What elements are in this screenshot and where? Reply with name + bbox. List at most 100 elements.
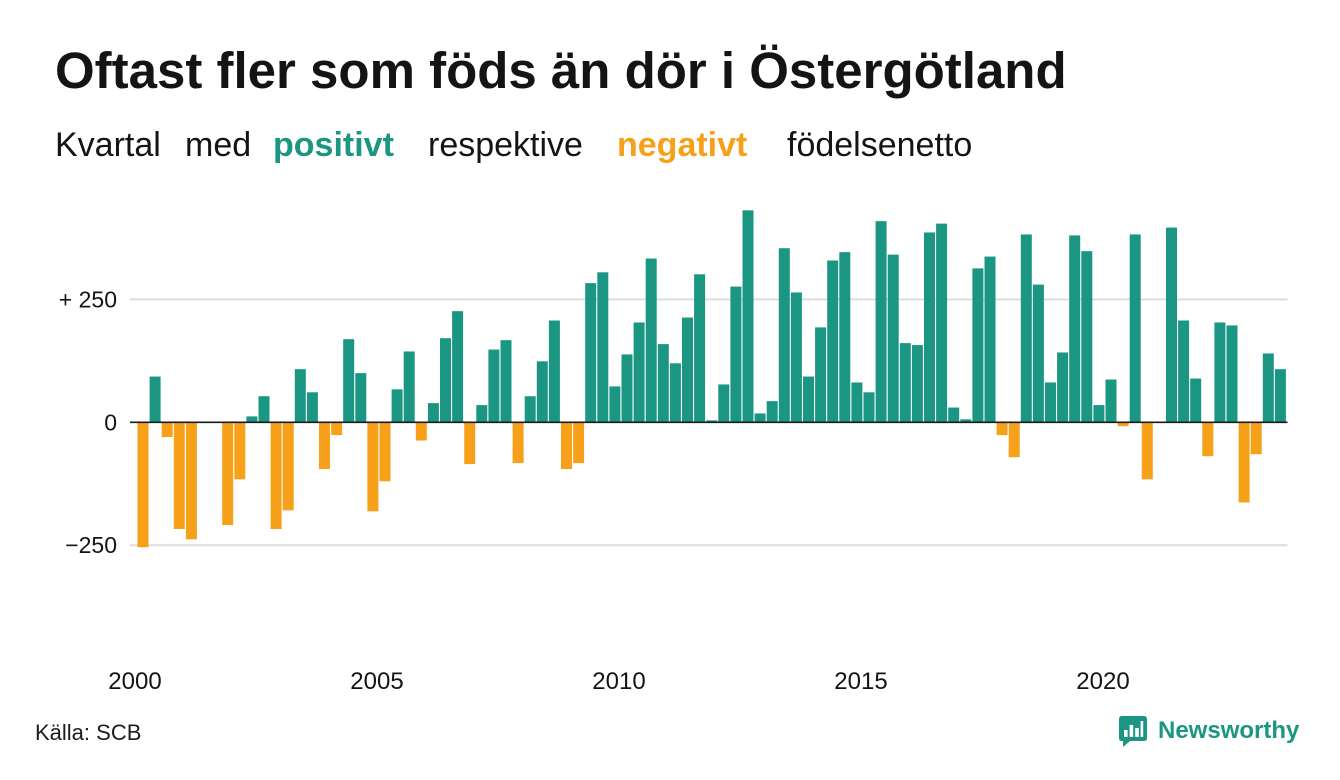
bar-2015-q2 [875, 221, 887, 423]
bar-2003-q1 [282, 422, 294, 511]
bar-2014-q1 [815, 327, 827, 423]
bar-2013-q3 [790, 292, 802, 423]
bar-2017-q3 [984, 256, 996, 423]
bar-2015-q1 [863, 392, 875, 423]
bar-2018-q1 [1008, 422, 1020, 458]
bar-2011-q2 [682, 317, 693, 423]
bar-2017-q4 [996, 422, 1008, 436]
bar-2008-q4 [561, 422, 572, 470]
gridlines [130, 298, 1288, 547]
bar-2004-q2 [343, 339, 355, 423]
bar-2002-q1 [234, 422, 246, 480]
bar-2017-q1 [960, 419, 972, 423]
x-tick-label: 2010 [592, 668, 645, 695]
bar-2022-q1 [1202, 422, 1214, 457]
bar-2019-q4 [1093, 405, 1105, 423]
bar-2016-q2 [924, 232, 935, 423]
subtitle-word: med [185, 126, 252, 164]
bar-2006-q1 [427, 403, 439, 423]
subtitle-word: Kvartal [55, 126, 161, 164]
bar-2013-q2 [778, 248, 790, 423]
bar-2007-q1 [476, 405, 488, 423]
newsworthy-logo-icon [1119, 715, 1147, 747]
bar-2023-q3 [1274, 369, 1286, 423]
bar-2002-q4 [270, 422, 282, 530]
bar-2000-q3 [161, 422, 173, 438]
bar-2004-q1 [331, 422, 343, 436]
x-tick-label: 2015 [834, 668, 887, 695]
bar-2019-q2 [1069, 235, 1081, 423]
bar-2022-q4 [1238, 422, 1250, 503]
bar-2012-q4 [754, 413, 766, 423]
bar-2020-q2 [1117, 422, 1129, 427]
bar-2013-q4 [803, 376, 814, 423]
bar-2003-q4 [319, 422, 330, 470]
x-tick-label: 2000 [108, 668, 161, 695]
bar-2023-q1 [1250, 422, 1262, 455]
bars [137, 210, 1286, 548]
bar-2005-q3 [403, 351, 415, 423]
bar-2002-q3 [258, 396, 270, 423]
bar-2008-q2 [536, 361, 548, 423]
bar-2005-q2 [391, 389, 403, 423]
bar-2010-q1 [621, 354, 633, 423]
bar-2010-q4 [657, 344, 669, 423]
bar-2019-q3 [1081, 251, 1093, 423]
bar-2004-q4 [367, 422, 379, 512]
bar-2016-q1 [911, 345, 923, 423]
bar-2006-q3 [452, 311, 464, 423]
bar-2013-q1 [766, 401, 778, 423]
bar-2001-q1 [185, 422, 197, 540]
bar-2006-q4 [464, 422, 476, 465]
bar-2011-q1 [669, 363, 681, 423]
bar-2010-q3 [645, 258, 657, 423]
bar-2016-q3 [936, 223, 948, 423]
bar-2014-q4 [851, 382, 863, 423]
x-axis-ticks: 2000 2005 2010 2015 2020 [108, 668, 1129, 695]
bar-2020-q1 [1105, 379, 1117, 423]
brand-name: Newsworthy [1158, 717, 1300, 744]
bar-2002-q2 [246, 416, 258, 423]
bar-2007-q3 [500, 340, 512, 423]
bar-2018-q3 [1032, 284, 1044, 423]
bar-2009-q4 [609, 386, 621, 423]
bar-2008-q1 [524, 396, 536, 423]
bar-2022-q3 [1226, 325, 1238, 423]
bar-2000-q2 [149, 376, 161, 423]
subtitle-positive-key: positivt [273, 126, 394, 164]
y-axis-ticks: + 250 0 −250 [59, 286, 117, 558]
subtitle-negative-key: negativt [617, 126, 748, 164]
subtitle-word: respektive [428, 126, 583, 164]
y-tick-label: −250 [65, 532, 117, 558]
bar-2012-q2 [730, 286, 742, 423]
bar-2021-q4 [1190, 378, 1202, 423]
bar-2019-q1 [1057, 352, 1069, 423]
bar-2005-q1 [379, 422, 391, 482]
y-tick-label: + 250 [59, 286, 117, 312]
bar-2004-q3 [355, 373, 367, 423]
bar-2000-q4 [173, 422, 185, 530]
subtitle-word: födelsenetto [787, 126, 973, 164]
bar-2008-q3 [548, 320, 560, 423]
bar-2014-q3 [839, 252, 851, 423]
bar-2016-q4 [948, 407, 960, 423]
bar-2015-q3 [887, 254, 899, 423]
bar-2007-q2 [488, 349, 500, 423]
bar-2010-q2 [633, 322, 645, 423]
bar-2009-q1 [573, 422, 585, 464]
bar-2021-q3 [1178, 320, 1190, 423]
bar-2020-q4 [1141, 422, 1153, 480]
bar-2000-q1 [137, 422, 149, 548]
bar-2018-q4 [1045, 382, 1056, 423]
bar-2003-q2 [294, 369, 306, 423]
bar-2003-q3 [306, 392, 318, 423]
brand-logo[interactable]: Newsworthy [1119, 715, 1299, 747]
bar-2006-q2 [440, 338, 451, 423]
bar-2009-q2 [585, 283, 597, 423]
bar-2009-q3 [597, 272, 609, 423]
bar-2011-q4 [706, 420, 718, 423]
bar-2020-q3 [1129, 234, 1141, 423]
y-tick-label: 0 [104, 409, 117, 435]
